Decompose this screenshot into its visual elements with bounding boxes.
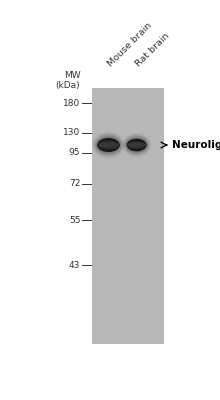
Text: Neuroligin 3: Neuroligin 3 xyxy=(172,140,220,150)
Ellipse shape xyxy=(98,142,119,148)
Text: 95: 95 xyxy=(69,148,80,157)
Ellipse shape xyxy=(98,142,119,148)
Ellipse shape xyxy=(98,140,119,150)
Text: 55: 55 xyxy=(69,216,80,225)
Ellipse shape xyxy=(127,139,147,151)
Ellipse shape xyxy=(127,141,146,149)
Text: 180: 180 xyxy=(63,99,80,108)
Ellipse shape xyxy=(128,142,146,148)
Ellipse shape xyxy=(93,133,124,157)
Text: 130: 130 xyxy=(63,128,80,137)
Text: Rat brain: Rat brain xyxy=(134,31,171,68)
Ellipse shape xyxy=(127,139,147,151)
Ellipse shape xyxy=(99,143,118,147)
Text: MW
(kDa): MW (kDa) xyxy=(56,71,80,90)
Ellipse shape xyxy=(98,141,119,149)
Ellipse shape xyxy=(97,138,120,152)
Bar xyxy=(92,88,164,344)
Ellipse shape xyxy=(98,141,119,149)
Ellipse shape xyxy=(125,137,148,153)
Ellipse shape xyxy=(128,143,146,147)
Ellipse shape xyxy=(125,136,149,154)
Ellipse shape xyxy=(127,141,146,149)
Ellipse shape xyxy=(95,135,122,155)
Ellipse shape xyxy=(127,142,146,148)
Ellipse shape xyxy=(127,140,146,150)
Text: 43: 43 xyxy=(69,261,80,270)
Ellipse shape xyxy=(98,140,119,150)
Text: 72: 72 xyxy=(69,179,80,188)
Text: Mouse brain: Mouse brain xyxy=(106,20,154,68)
Ellipse shape xyxy=(126,138,147,152)
Ellipse shape xyxy=(94,134,123,156)
Ellipse shape xyxy=(96,136,121,154)
Ellipse shape xyxy=(127,139,146,151)
Ellipse shape xyxy=(127,140,146,150)
Ellipse shape xyxy=(97,138,120,152)
Ellipse shape xyxy=(124,135,149,155)
Ellipse shape xyxy=(128,143,145,147)
Ellipse shape xyxy=(97,139,119,152)
Ellipse shape xyxy=(123,134,150,156)
Ellipse shape xyxy=(98,139,119,151)
Ellipse shape xyxy=(97,137,120,153)
